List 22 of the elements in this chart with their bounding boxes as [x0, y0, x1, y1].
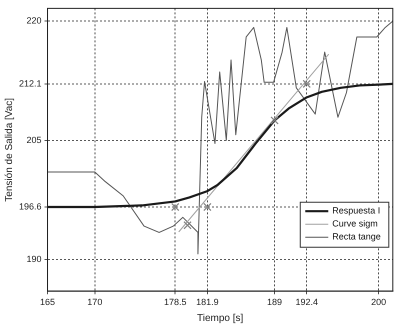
x-tick-label: 178.5 [164, 297, 186, 308]
y-tick-label: 220 [26, 16, 42, 26]
point [203, 202, 212, 212]
legend-label: Recta tange [332, 232, 381, 242]
x-tick-label: 200 [371, 297, 386, 308]
legend-label: Curve sigm [332, 218, 378, 229]
x-tick-label: 189 [267, 297, 282, 308]
x-axis-title: Tiempo [s] [197, 312, 244, 324]
point [270, 116, 279, 125]
point [302, 80, 311, 88]
x-tick-label: 165 [40, 297, 56, 308]
y-tick-label: 205 [26, 134, 42, 145]
y-tick-label: 196.6 [18, 201, 42, 212]
x-tick-label: 192.4 [295, 297, 318, 308]
y-tick-label: 212.1 [18, 78, 42, 88]
x-tick-label: 181.9 [196, 297, 219, 308]
x-tick-label: 170 [87, 297, 102, 308]
point [183, 221, 192, 230]
y-tick-label: 190 [26, 254, 42, 264]
y-axis-title: Tensión de Salida [Vac] [4, 98, 15, 202]
legend-label: Respuesta I [332, 206, 380, 216]
point [171, 202, 180, 212]
